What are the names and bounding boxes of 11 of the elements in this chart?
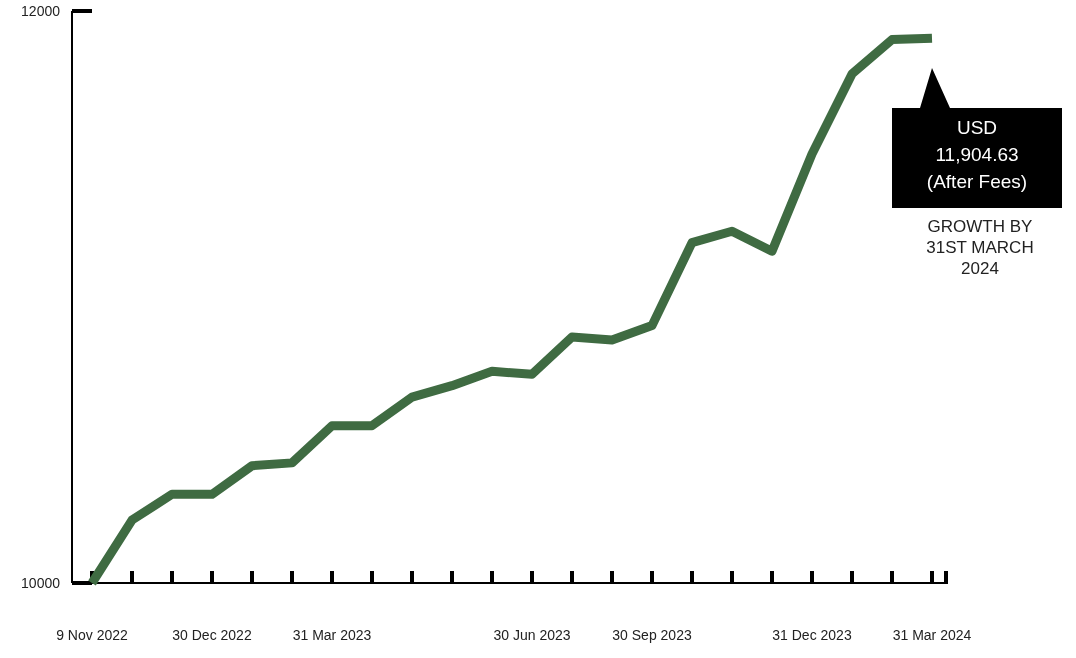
x-tick-label: 31 Dec 2023 — [772, 627, 852, 643]
x-tick-label: 9 Nov 2022 — [56, 627, 129, 643]
x-tick-label: 30 Jun 2023 — [493, 627, 571, 643]
x-tick-label: 31 Mar 2023 — [292, 627, 372, 643]
y-tick-label: 12000 — [21, 2, 61, 19]
y-tick-label: 10000 — [21, 574, 61, 591]
x-tick-label: 31 Mar 2024 — [892, 627, 972, 643]
annotation: USD 11,904.63 (After Fees) — [926, 117, 1028, 192]
annotation: GROWTH BY 31ST MARCH 2024 — [926, 217, 1034, 278]
x-tick-label: 30 Dec 2022 — [172, 627, 252, 643]
x-tick-label: 30 Sep 2023 — [612, 627, 692, 643]
